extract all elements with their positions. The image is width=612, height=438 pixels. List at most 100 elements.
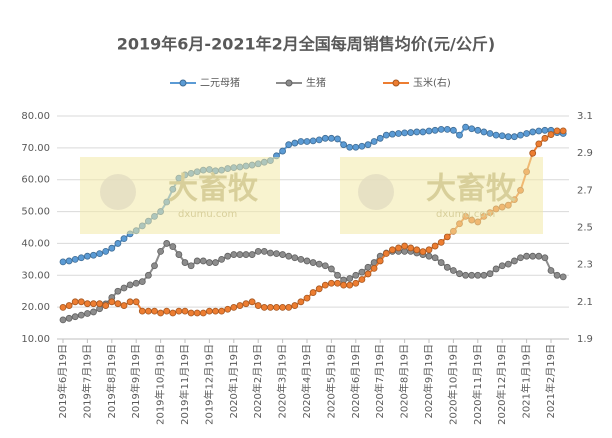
x-tick-label: 2020年11月19日 [471, 344, 484, 425]
point [309, 137, 317, 145]
x-tick-label: 2020年6月19日 [349, 344, 362, 419]
point [523, 252, 530, 260]
point [279, 147, 287, 155]
point [364, 263, 372, 271]
point [248, 251, 256, 258]
legend-marker [179, 79, 187, 87]
point [480, 271, 488, 279]
point [541, 254, 549, 262]
point [254, 247, 262, 255]
point [480, 128, 488, 136]
y-tick-label: 80.00 [21, 111, 50, 122]
point [358, 276, 366, 283]
x-tick-label: 2019年6月19日 [56, 344, 69, 419]
x-tick-label: 2020年1月19日 [227, 344, 240, 419]
point [407, 129, 415, 136]
point [431, 242, 439, 250]
point [84, 310, 91, 317]
point [327, 279, 335, 287]
y-tick-label: 70.00 [21, 143, 50, 154]
y2-tick-label: 2.5 [577, 223, 593, 234]
x-tick-label: 2020年8月19日 [398, 344, 411, 419]
point [65, 302, 73, 309]
watermark: 大畜牧 [426, 172, 517, 207]
point [224, 252, 232, 260]
point [535, 252, 543, 260]
point [84, 252, 91, 260]
x-tick-label: 2021年1月19日 [520, 344, 533, 419]
y2-tick-label: 2.9 [577, 148, 593, 159]
x-tick-label: 2020年2月19日 [251, 344, 264, 419]
point [169, 309, 177, 317]
point [297, 255, 305, 263]
point [96, 250, 103, 258]
point [321, 281, 329, 289]
y-tick-label: 60.00 [21, 175, 50, 186]
point [273, 304, 280, 311]
point [376, 257, 384, 265]
point [370, 264, 378, 272]
point [102, 247, 110, 255]
point [346, 275, 354, 282]
point [114, 300, 122, 308]
y-tick-label: 50.00 [21, 207, 50, 218]
point [364, 141, 372, 149]
point [120, 235, 128, 243]
point [462, 271, 470, 279]
point [242, 300, 250, 308]
x-tick-label: 2020年9月19日 [422, 344, 435, 419]
point [468, 271, 476, 279]
point [504, 133, 512, 141]
point [437, 259, 445, 266]
point [163, 240, 171, 247]
point [77, 298, 85, 306]
point [449, 126, 457, 134]
point [187, 309, 195, 317]
point [468, 125, 476, 133]
point [59, 258, 67, 266]
point [175, 251, 183, 258]
point [77, 311, 85, 319]
point [108, 298, 116, 306]
point [303, 257, 311, 265]
point [419, 248, 427, 256]
y2-tick-label: 3.1 [577, 111, 593, 122]
x-tick-label: 2019年12月19日 [202, 344, 215, 425]
point [523, 130, 530, 137]
point [279, 304, 287, 311]
point [327, 134, 335, 142]
point [474, 271, 482, 279]
point [486, 270, 494, 278]
point [224, 305, 232, 313]
point [327, 265, 335, 273]
y2-tick-label: 2.3 [577, 260, 593, 271]
point [334, 271, 341, 279]
point [114, 240, 122, 247]
point [334, 279, 341, 287]
point [297, 138, 305, 145]
point [511, 133, 518, 141]
point [163, 307, 171, 315]
x-tick-label: 2020年12月19日 [495, 344, 508, 425]
point [498, 132, 506, 140]
point [90, 300, 97, 308]
point [169, 243, 177, 251]
point [529, 252, 537, 260]
point [144, 307, 152, 315]
point [456, 131, 463, 139]
point [541, 134, 549, 142]
point [291, 139, 299, 147]
y2-tick-label: 2.7 [577, 185, 593, 196]
point [376, 134, 384, 142]
point [181, 307, 189, 315]
point [492, 265, 500, 273]
point [352, 279, 360, 287]
point [352, 271, 360, 279]
legend-label: 玉米(右) [413, 76, 451, 89]
y2-tick-label: 1.9 [577, 334, 593, 345]
point [273, 250, 280, 258]
point [559, 127, 567, 135]
point [84, 300, 91, 308]
point [126, 298, 134, 306]
